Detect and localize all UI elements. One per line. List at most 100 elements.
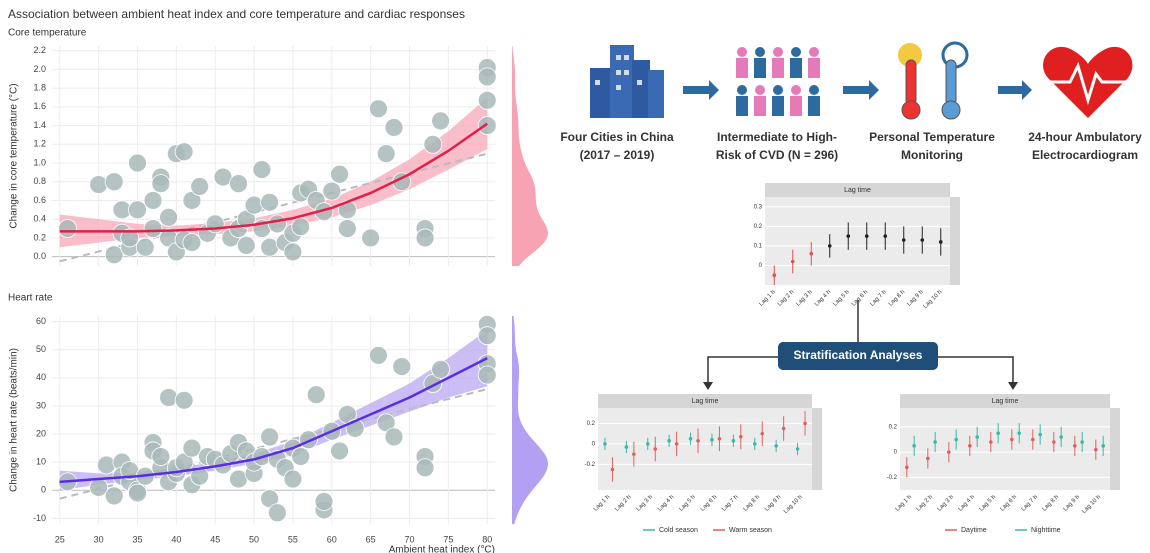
scatter-point xyxy=(206,215,224,233)
y-tick-label: -0.2 xyxy=(585,462,596,468)
point xyxy=(933,440,937,444)
scatter-point xyxy=(245,196,263,214)
scatter-point xyxy=(183,234,201,252)
point xyxy=(796,447,800,451)
y-tick-label: 60 xyxy=(36,316,46,326)
x-tick-label: Lag 6 h xyxy=(1000,494,1018,512)
point xyxy=(689,437,693,441)
x-tick-label: Lag 9 h xyxy=(764,494,782,512)
x-tick-label: Lag 2 h xyxy=(916,494,934,512)
step-label: Monitoring xyxy=(901,148,963,162)
scatter-point xyxy=(268,504,286,522)
scatter-point xyxy=(90,176,108,194)
step-label: 24-hour Ambulatory xyxy=(1028,130,1142,144)
x-tick-label: Lag 4 h xyxy=(657,494,675,512)
legend-label: Warm season xyxy=(729,527,772,534)
scatter-point xyxy=(128,154,146,172)
x-tick-label: Lag 1 h xyxy=(758,289,776,307)
scatter-point xyxy=(128,201,146,219)
point xyxy=(803,422,807,426)
y-tick-label: 0 xyxy=(759,263,763,269)
step-label: Intermediate to High- xyxy=(717,130,837,144)
step-label: Four Cities in China xyxy=(560,130,674,144)
scatter-point xyxy=(331,165,349,183)
stratification-label: Stratification Analyses xyxy=(794,348,923,362)
x-tick-label: Lag 1 h xyxy=(895,494,913,512)
point xyxy=(954,438,958,442)
y-tick-label: 0.3 xyxy=(754,204,763,210)
point xyxy=(968,444,972,448)
x-tick-label: Lag 9 h xyxy=(1063,494,1081,512)
scatter-point xyxy=(292,218,310,236)
y-tick-label: 0.2 xyxy=(587,421,596,427)
scatter-point xyxy=(128,484,146,502)
x-tick-label: 30 xyxy=(94,534,104,544)
x-tick-label: Lag 7 h xyxy=(869,289,887,307)
x-tick-label: 60 xyxy=(327,534,337,544)
y-tick-label: 0.4 xyxy=(33,214,46,224)
scatter-point xyxy=(432,360,450,378)
scatter-point xyxy=(369,346,387,364)
scatter-point xyxy=(160,208,178,226)
point xyxy=(1101,444,1105,448)
point xyxy=(1031,438,1035,442)
point xyxy=(710,438,714,442)
marginal-density xyxy=(512,46,548,266)
point xyxy=(760,432,764,436)
scatter-point xyxy=(385,118,403,136)
scatter-point xyxy=(315,493,333,511)
y-tick-label: 50 xyxy=(36,344,46,354)
scatter-point xyxy=(105,487,123,505)
scatter-point xyxy=(191,177,209,195)
step-label: (2017 – 2019) xyxy=(580,148,655,162)
y-tick-label: 0 xyxy=(894,450,898,456)
x-tick-label: Lag 8 h xyxy=(743,494,761,512)
marginal-density xyxy=(512,316,548,524)
strip-right xyxy=(950,197,960,285)
scatter-point xyxy=(362,229,380,247)
x-tick-label: 35 xyxy=(132,534,142,544)
point xyxy=(1094,448,1098,452)
x-tick-label: 75 xyxy=(443,534,453,544)
x-tick-label: Lag 3 h xyxy=(937,494,955,512)
y-tick-label: 2.2 xyxy=(33,45,46,55)
y-tick-label: 1.8 xyxy=(33,83,46,93)
y-tick-label: -0.2 xyxy=(887,475,898,481)
y-axis-label: Change in core temperature (°C) xyxy=(9,83,20,228)
chart-subtitle: Heart rate xyxy=(8,293,53,304)
x-tick-label: Lag 3 h xyxy=(795,289,813,307)
point xyxy=(603,442,607,446)
x-tick-label: Lag 3 h xyxy=(636,494,654,512)
scatter-point xyxy=(432,112,450,130)
x-tick-label: 80 xyxy=(482,534,492,544)
step-label: Electrocardiogram xyxy=(1032,148,1138,162)
scatter-point xyxy=(144,191,162,209)
point xyxy=(846,234,850,238)
x-tick-label: Lag 2 h xyxy=(777,289,795,307)
scatter-point xyxy=(307,386,325,404)
scatter-point xyxy=(261,428,279,446)
x-tick-label: Lag 2 h xyxy=(614,494,632,512)
point xyxy=(920,238,924,242)
point xyxy=(1038,433,1042,437)
legend-label: Nighttime xyxy=(1031,527,1061,534)
strip-label: Lag time xyxy=(692,398,719,405)
point xyxy=(739,435,743,439)
y-tick-label: 1.2 xyxy=(33,139,46,149)
x-tick-label: 25 xyxy=(55,534,65,544)
x-tick-label: Lag 8 h xyxy=(888,289,906,307)
point xyxy=(1052,440,1056,444)
x-tick-label: Lag 6 h xyxy=(700,494,718,512)
scatter-point xyxy=(90,478,108,496)
scatter-point xyxy=(59,220,77,238)
x-tick-label: Lag 7 h xyxy=(1021,494,1039,512)
step-label: Risk of CVD (N = 296) xyxy=(716,148,838,162)
scatter-point xyxy=(152,448,170,466)
scatter-point xyxy=(377,145,395,163)
y-tick-label: 20 xyxy=(36,428,46,438)
point xyxy=(975,435,979,439)
scatter-point xyxy=(97,456,115,474)
x-tick-label: Lag 1 h xyxy=(593,494,611,512)
scatter-point xyxy=(253,161,271,179)
scatter-point xyxy=(183,439,201,457)
